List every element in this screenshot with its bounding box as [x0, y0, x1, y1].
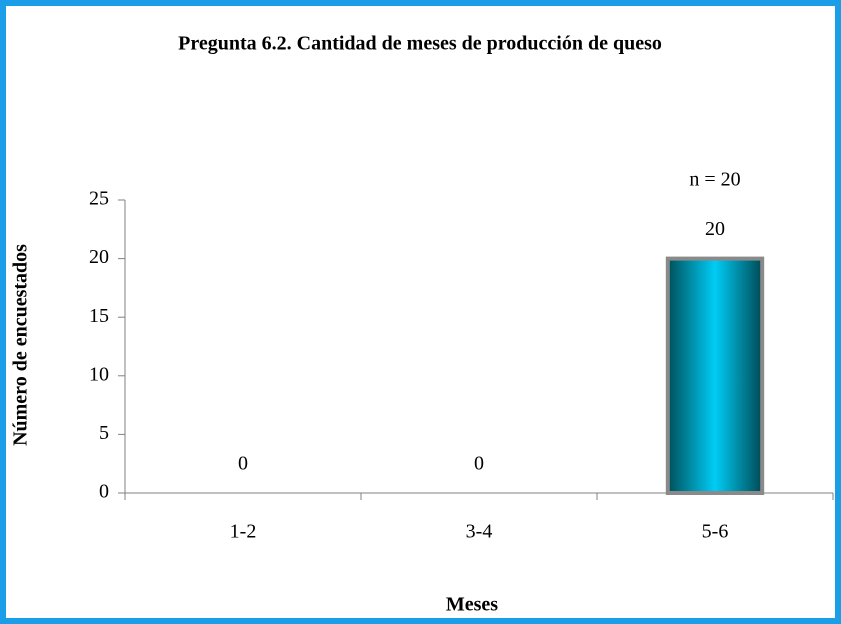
data-label: 20 — [705, 218, 725, 240]
x-axis-label: Meses — [446, 594, 498, 616]
y-tick-label: 15 — [89, 305, 109, 327]
x-tick-label: 1-2 — [230, 521, 257, 543]
x-tick-label: 3-4 — [466, 521, 493, 543]
y-axis-label: Número de encuestados — [10, 244, 32, 446]
annotation: n = 20 — [689, 169, 740, 191]
chart-title: Pregunta 6.2. Cantidad de meses de produ… — [178, 33, 662, 55]
data-label: 0 — [238, 453, 248, 475]
bar — [665, 256, 765, 495]
y-tick-label: 5 — [99, 422, 109, 444]
data-label: 0 — [474, 453, 484, 475]
x-tick-label: 5-6 — [702, 521, 729, 543]
y-tick-label: 25 — [89, 188, 109, 210]
y-tick-label: 0 — [99, 481, 109, 503]
y-tick-label: 10 — [89, 363, 109, 385]
y-tick-label: 20 — [89, 246, 109, 268]
